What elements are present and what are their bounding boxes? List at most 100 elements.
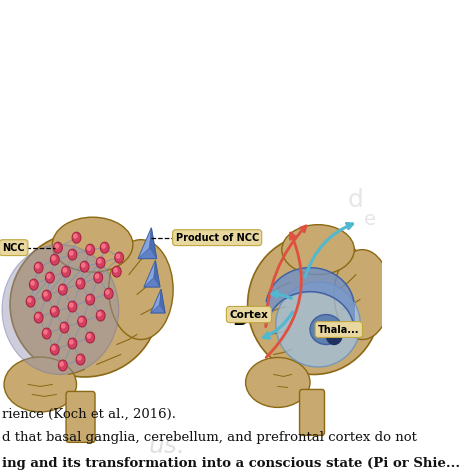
Circle shape: [78, 316, 87, 327]
Circle shape: [115, 252, 124, 263]
Circle shape: [70, 251, 73, 255]
Ellipse shape: [246, 357, 310, 408]
Circle shape: [86, 244, 95, 255]
Circle shape: [96, 257, 105, 268]
Polygon shape: [138, 228, 151, 259]
Circle shape: [96, 310, 105, 321]
Circle shape: [28, 298, 31, 302]
Circle shape: [70, 303, 73, 307]
Ellipse shape: [109, 240, 173, 339]
Circle shape: [68, 301, 77, 312]
Text: Cortex: Cortex: [229, 310, 268, 319]
FancyBboxPatch shape: [300, 390, 325, 436]
Text: rience (Koch et al., 2016).: rience (Koch et al., 2016).: [1, 408, 175, 420]
Ellipse shape: [52, 217, 133, 272]
Polygon shape: [150, 228, 157, 259]
Circle shape: [72, 232, 81, 243]
Circle shape: [42, 290, 51, 301]
Ellipse shape: [334, 250, 391, 339]
Text: Thala...: Thala...: [318, 325, 360, 335]
Ellipse shape: [2, 245, 119, 374]
Circle shape: [100, 242, 109, 253]
Circle shape: [50, 254, 59, 265]
Circle shape: [60, 286, 63, 290]
Circle shape: [76, 278, 85, 289]
Text: Product of NCC: Product of NCC: [175, 233, 259, 243]
Circle shape: [47, 274, 50, 278]
Circle shape: [52, 308, 55, 312]
Circle shape: [79, 318, 82, 322]
Polygon shape: [138, 228, 157, 259]
Text: NCC: NCC: [2, 243, 25, 253]
Circle shape: [36, 264, 39, 268]
Ellipse shape: [247, 235, 381, 374]
Polygon shape: [151, 289, 165, 313]
Text: d that basal ganglia, cerebellum, and prefrontal cortex do not: d that basal ganglia, cerebellum, and pr…: [1, 431, 417, 445]
Circle shape: [102, 244, 105, 248]
Circle shape: [87, 246, 91, 250]
Circle shape: [34, 262, 43, 273]
Ellipse shape: [310, 315, 342, 345]
Circle shape: [78, 280, 81, 284]
Circle shape: [114, 268, 117, 272]
Circle shape: [86, 294, 95, 305]
Polygon shape: [160, 289, 165, 313]
Polygon shape: [144, 261, 160, 287]
Circle shape: [87, 296, 91, 300]
Polygon shape: [151, 289, 161, 313]
Circle shape: [98, 259, 101, 263]
Ellipse shape: [10, 232, 159, 377]
Ellipse shape: [4, 357, 76, 412]
Circle shape: [94, 272, 103, 283]
Text: us.: us.: [149, 434, 186, 458]
Circle shape: [42, 328, 51, 339]
Circle shape: [52, 256, 55, 260]
Circle shape: [36, 314, 39, 318]
Circle shape: [62, 266, 71, 277]
Circle shape: [68, 338, 77, 349]
Text: e: e: [364, 210, 376, 228]
Circle shape: [60, 362, 63, 366]
Ellipse shape: [282, 225, 354, 274]
Circle shape: [86, 332, 95, 343]
FancyBboxPatch shape: [66, 392, 95, 442]
Circle shape: [76, 354, 85, 365]
Circle shape: [112, 266, 121, 277]
Circle shape: [73, 234, 77, 238]
Circle shape: [87, 334, 91, 338]
Circle shape: [44, 330, 47, 334]
Ellipse shape: [276, 282, 360, 367]
Text: ing and its transformation into a conscious state (Pi or Shie...: ing and its transformation into a consci…: [1, 457, 460, 470]
Circle shape: [82, 263, 85, 267]
Circle shape: [52, 346, 55, 350]
Circle shape: [58, 284, 67, 295]
Circle shape: [54, 242, 63, 253]
Circle shape: [68, 249, 77, 260]
Circle shape: [63, 268, 66, 272]
Text: d: d: [348, 188, 364, 212]
Circle shape: [29, 279, 38, 290]
Circle shape: [58, 360, 67, 371]
Circle shape: [70, 340, 73, 344]
Circle shape: [50, 306, 59, 317]
Circle shape: [44, 292, 47, 296]
Circle shape: [62, 324, 65, 328]
Polygon shape: [154, 261, 160, 287]
Circle shape: [31, 281, 34, 285]
Circle shape: [55, 244, 58, 248]
Circle shape: [34, 312, 43, 323]
Circle shape: [106, 290, 109, 294]
Circle shape: [60, 322, 69, 333]
Circle shape: [80, 261, 89, 272]
Circle shape: [326, 325, 342, 345]
Circle shape: [26, 296, 35, 307]
Circle shape: [98, 312, 101, 316]
Text: B: B: [232, 310, 246, 328]
Circle shape: [104, 288, 113, 299]
Circle shape: [116, 254, 119, 258]
Polygon shape: [144, 261, 155, 287]
Circle shape: [78, 356, 81, 360]
Circle shape: [50, 344, 59, 355]
Circle shape: [46, 272, 55, 283]
Circle shape: [95, 274, 99, 278]
